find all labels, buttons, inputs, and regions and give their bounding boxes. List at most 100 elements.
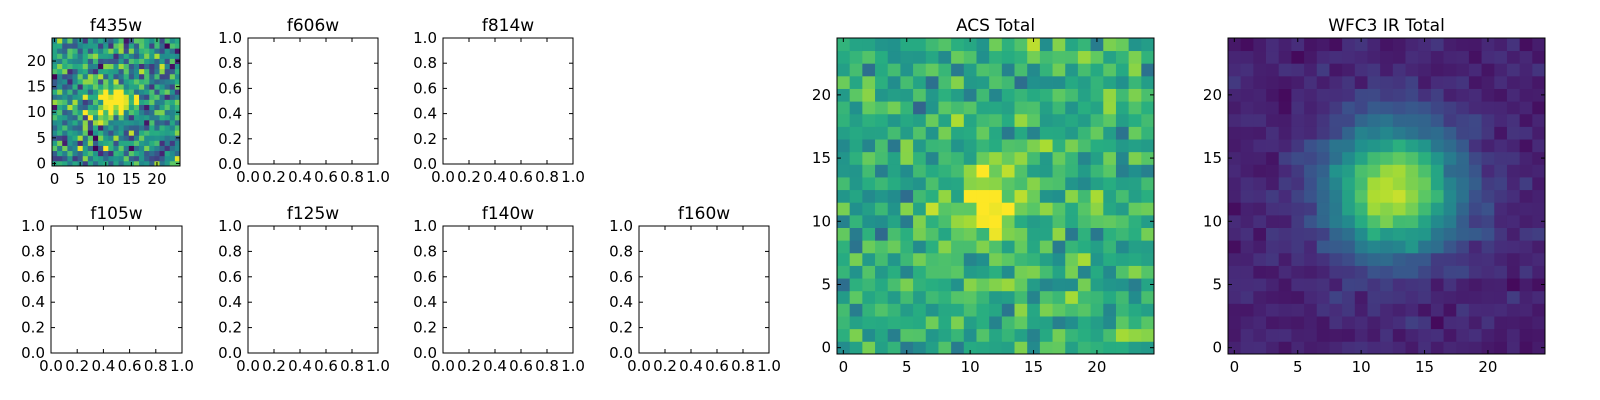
heatmap-cell <box>98 89 104 95</box>
heatmap-cell <box>72 160 78 167</box>
heatmap-cell <box>98 94 104 100</box>
heatmap-cell <box>1304 177 1318 191</box>
heatmap-cell <box>1329 75 1343 89</box>
heatmap-cell <box>128 155 135 162</box>
heatmap-cell <box>1052 177 1066 191</box>
heatmap-cell <box>976 38 990 52</box>
heatmap-cell <box>82 114 89 121</box>
heatmap-cell <box>1342 214 1356 228</box>
heatmap-cell <box>1506 341 1521 355</box>
heatmap-cell <box>1014 303 1028 317</box>
heatmap-cell <box>1519 164 1533 178</box>
heatmap-cell <box>875 227 889 241</box>
heatmap-cell <box>1494 252 1508 266</box>
heatmap-cell <box>1519 303 1533 317</box>
heatmap-cell <box>1103 214 1117 228</box>
heatmap-cell <box>87 160 94 167</box>
heatmap-cell <box>1380 75 1394 89</box>
heatmap-cell <box>925 265 939 279</box>
heatmap-cell <box>1405 316 1419 330</box>
x-tick-label: 15 <box>1024 358 1043 376</box>
heatmap-cell <box>1291 113 1305 127</box>
heatmap-cell <box>1065 240 1079 254</box>
heatmap-cell <box>1430 240 1444 254</box>
heatmap-cell <box>989 139 1003 153</box>
heatmap-cell <box>1240 328 1254 342</box>
heatmap-cell <box>92 89 99 95</box>
heatmap-cell <box>92 73 99 80</box>
heatmap-cell <box>169 140 176 146</box>
heatmap-cell <box>87 94 94 100</box>
heatmap-cell <box>1367 50 1381 64</box>
heatmap-cell <box>108 145 114 152</box>
heatmap-cell <box>1103 63 1117 77</box>
heatmap-cell <box>1115 328 1130 342</box>
x-tick-label: 0.4 <box>679 357 703 375</box>
heatmap-cell <box>1405 38 1419 52</box>
heatmap-cell <box>1380 341 1394 355</box>
heatmap-cell <box>1304 278 1318 292</box>
heatmap-cell <box>154 53 160 59</box>
heatmap-cell <box>92 84 99 90</box>
heatmap-cell <box>159 38 166 44</box>
heatmap-cell <box>154 78 160 85</box>
heatmap-cell <box>169 89 176 95</box>
heatmap-cell <box>1039 126 1053 140</box>
y-tick-label: 0.8 <box>21 242 45 260</box>
heatmap-cell <box>144 104 150 111</box>
heatmap-cell <box>1014 278 1028 292</box>
heatmap-cell <box>154 109 160 116</box>
heatmap-cell <box>1065 214 1079 228</box>
heatmap-cell <box>1494 113 1508 127</box>
heatmap-cell <box>900 252 914 266</box>
heatmap-cell <box>82 145 89 152</box>
heatmap-cell <box>862 303 876 317</box>
heatmap-cell <box>62 58 68 64</box>
heatmap-cell <box>108 104 114 111</box>
heatmap-cell <box>1001 151 1015 165</box>
heatmap-cell <box>1128 240 1142 254</box>
heatmap-cell <box>1052 88 1066 102</box>
heatmap-cell <box>98 43 104 49</box>
heatmap-cell <box>1141 75 1155 89</box>
heatmap-cell <box>1329 101 1343 115</box>
heatmap-cell <box>123 99 130 105</box>
heatmap-cell <box>1494 139 1508 153</box>
heatmap-cell <box>1367 202 1381 216</box>
heatmap-cell <box>52 43 58 49</box>
heatmap-cell <box>1052 202 1066 216</box>
heatmap-cell <box>1494 202 1508 216</box>
heatmap-cell <box>159 99 166 105</box>
heatmap-cell <box>1316 38 1330 52</box>
heatmap-cell <box>938 126 952 140</box>
heatmap-cell <box>938 113 952 127</box>
heatmap-cell <box>875 328 889 342</box>
heatmap-cell <box>1519 328 1533 342</box>
heatmap-cell <box>1392 240 1406 254</box>
heatmap-cell <box>103 48 109 54</box>
heatmap-cell <box>1291 88 1305 102</box>
heatmap-cell <box>1456 290 1470 304</box>
heatmap-cell <box>1253 278 1267 292</box>
heatmap-cell <box>1456 278 1470 292</box>
heatmap-cell <box>1014 50 1028 64</box>
heatmap-cell <box>1014 341 1028 355</box>
heatmap-cell <box>1456 164 1470 178</box>
heatmap-cell <box>925 214 939 228</box>
panel-f606w: 0.0 0.2 0.4 0.6 0.8 1.00.00.20.40.60.81.0f606… <box>218 16 390 186</box>
heatmap-cell <box>1253 227 1267 241</box>
x-tick-label: 1.0 <box>757 357 781 375</box>
heatmap-cell <box>1405 50 1419 64</box>
heatmap-cell <box>159 89 166 95</box>
heatmap-cell <box>1494 88 1508 102</box>
heatmap-cell <box>1519 316 1533 330</box>
y-tick-label: 0.4 <box>413 293 437 311</box>
heatmap-cell <box>1039 341 1053 355</box>
heatmap-cell <box>57 38 63 44</box>
heatmap-cell <box>862 278 876 292</box>
heatmap-cell <box>98 99 104 105</box>
heatmap-cell <box>951 63 965 77</box>
heatmap-cell <box>1519 265 1533 279</box>
heatmap-cell <box>1316 164 1330 178</box>
heatmap-cell <box>118 84 125 90</box>
